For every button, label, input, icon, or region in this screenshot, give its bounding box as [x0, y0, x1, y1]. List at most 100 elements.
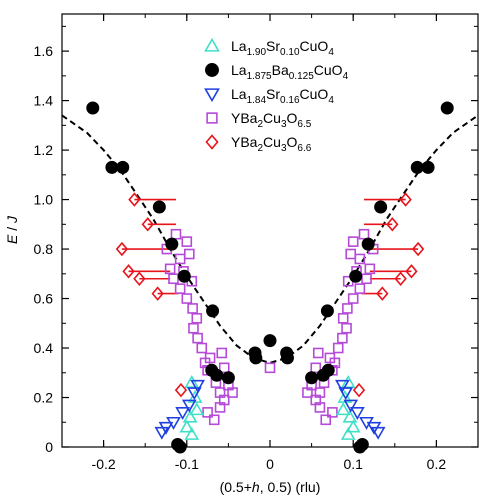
- data-point-ybco65: [364, 263, 376, 275]
- data-point-ybco66: [352, 382, 366, 398]
- data-point-ybco66: [115, 241, 129, 257]
- dispersion-curve: [62, 114, 478, 364]
- data-point-ybco66: [122, 264, 135, 279]
- data-point-ybco65: [164, 263, 176, 275]
- data-point-ybco65: [264, 362, 276, 374]
- legend: La1.90Sr0.10CuO4 La1.875Ba0.125CuO4 La1.84…: [204, 37, 349, 154]
- data-point-lbco: [210, 368, 224, 382]
- data-point-lbco: [280, 351, 294, 365]
- data-point-lsco16: [335, 379, 350, 393]
- data-point-lsco10: [179, 419, 195, 433]
- x-tick-label: -0.2: [92, 456, 116, 472]
- data-point-ybco65: [216, 347, 228, 359]
- data-point-ybco65: [302, 387, 313, 398]
- legend-marker-ybco65: [206, 112, 218, 124]
- data-point-ybco65: [329, 357, 341, 369]
- points-layer: [86, 101, 454, 454]
- data-point-lbco: [316, 368, 330, 382]
- data-point-ybco65: [183, 248, 195, 260]
- data-point-ybco66: [141, 217, 154, 232]
- data-point-ybco65: [227, 387, 238, 398]
- series-lbco: [86, 101, 454, 454]
- data-point-lsco16: [190, 379, 205, 393]
- data-point-lsco16: [370, 426, 386, 440]
- data-point-lbco: [206, 304, 220, 318]
- data-point-lbco: [421, 160, 435, 174]
- data-point-ybco65: [354, 283, 366, 294]
- data-point-ybco65: [347, 293, 359, 304]
- data-point-ybco66: [386, 217, 399, 232]
- y-tick-label: 0.4: [34, 340, 54, 356]
- data-point-ybco65: [191, 313, 203, 324]
- x-tick-label: 0.2: [427, 456, 447, 472]
- data-point-ybco65: [320, 414, 332, 426]
- data-point-lbco: [305, 371, 319, 385]
- data-point-ybco66: [405, 264, 418, 279]
- data-point-lsco10: [345, 419, 361, 433]
- series-lsco16: [154, 379, 386, 440]
- data-point-lsco10: [184, 427, 200, 440]
- data-point-ybco65: [218, 362, 230, 374]
- data-point-ybco65: [358, 228, 370, 240]
- data-point-ybco65: [342, 303, 353, 314]
- data-point-lbco: [320, 304, 334, 318]
- data-point-ybco66: [174, 382, 188, 398]
- data-point-lsco10: [182, 409, 198, 423]
- data-point-lbco: [349, 269, 363, 283]
- data-point-ybco65: [188, 322, 199, 334]
- data-point-ybco65: [208, 414, 220, 426]
- x-tick-label: 0: [266, 456, 274, 472]
- data-point-ybco65: [168, 273, 179, 285]
- legend-label-lsco10: La1.90Sr0.10CuO4: [231, 38, 334, 58]
- data-point-lbco: [249, 351, 263, 365]
- data-point-lsco10: [189, 402, 205, 416]
- data-point-ybco65: [196, 342, 208, 354]
- y-tick-label: 1.4: [34, 93, 54, 109]
- data-point-ybco65: [347, 236, 359, 247]
- data-point-lsco10: [340, 375, 356, 388]
- data-point-lbco: [177, 269, 191, 283]
- ticks-layer: -0.2 -0.1 0 0.1 0.2 0 0.2 0.4 0.6 0.8 1.0 1.2 1.4 1.6: [34, 14, 479, 472]
- data-point-ybco65: [181, 293, 193, 304]
- series-ybco66: [115, 192, 425, 398]
- legend-label-lbco: La1.875Ba0.125CuO4: [231, 62, 349, 82]
- legend-label-ybco65: YBa2Cu3O6.5: [231, 110, 312, 130]
- y-axis-label: E / J: [4, 215, 20, 244]
- data-point-ybco66: [394, 271, 407, 286]
- legend-marker-lbco: [205, 63, 219, 77]
- data-point-lbco: [440, 101, 454, 115]
- data-point-lbco: [86, 101, 100, 115]
- data-point-ybco65: [174, 283, 186, 294]
- data-point-lsco10: [184, 375, 200, 388]
- data-point-ybco66: [151, 286, 164, 301]
- data-point-ybco65: [310, 362, 322, 374]
- curve-layer: [62, 114, 478, 364]
- data-point-lsco16: [349, 407, 365, 420]
- data-point-lsco10: [335, 402, 351, 416]
- legend-marker-ybco66: [205, 134, 219, 150]
- y-tick-label: 0.6: [34, 291, 54, 307]
- data-point-ybco66: [411, 241, 425, 257]
- data-point-lsco16: [186, 387, 202, 401]
- data-point-lsco16: [175, 407, 191, 420]
- x-axis-label: (0.5+h, 0.5) (rlu): [220, 479, 321, 495]
- y-tick-label: 1.0: [34, 192, 54, 208]
- data-point-ybco65: [341, 322, 352, 334]
- data-point-ybco65: [199, 357, 211, 369]
- data-point-ybco65: [314, 402, 326, 413]
- data-point-ybco66: [133, 271, 146, 286]
- data-point-ybco65: [345, 248, 357, 260]
- data-point-ybco65: [327, 407, 338, 418]
- data-point-ybco66: [128, 192, 141, 207]
- data-point-lbco: [152, 200, 166, 214]
- x-tick-label: -0.1: [175, 456, 199, 472]
- legend-label-ybco66: YBa2Cu3O6.6: [231, 134, 312, 154]
- legend-marker-lsco16: [204, 88, 220, 103]
- data-point-lsco16: [181, 399, 197, 413]
- data-point-lsco16: [338, 387, 354, 401]
- data-point-lbco: [361, 237, 375, 251]
- data-point-ybco66: [399, 192, 412, 207]
- data-point-lbco: [263, 334, 277, 348]
- data-point-ybco65: [361, 273, 372, 285]
